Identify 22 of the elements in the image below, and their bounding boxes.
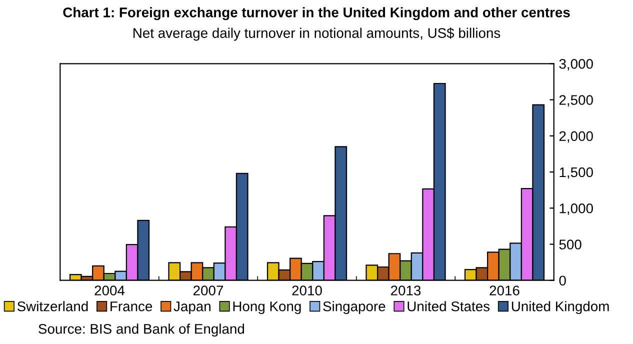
legend-label: Singapore <box>323 301 386 314</box>
legend-label: France <box>110 302 152 312</box>
x-tick-label: 2010 <box>292 286 322 296</box>
y-tick-label: 1,000 <box>560 203 593 215</box>
x-tick-label: 2016 <box>490 286 520 296</box>
source-note: Source: BIS and Bank of England <box>38 324 244 337</box>
y-tick-label: 2,500 <box>559 95 593 107</box>
y-tick-label: 3,000 <box>559 58 593 70</box>
legend-label: Switzerland <box>17 301 88 312</box>
y-tick-label: 0 <box>559 276 566 286</box>
chart-title: Chart 1: Foreign exchange turnover in the United Kingdom and other centres <box>63 7 570 20</box>
y-tick-label: 2,000 <box>559 131 593 143</box>
legend-label: Japan <box>174 302 210 314</box>
legend-label: United Kingdom <box>512 301 609 314</box>
legend-label: United States <box>408 301 490 312</box>
x-tick-label: 2004 <box>94 286 125 296</box>
y-tick-label: 1,500 <box>560 167 593 179</box>
y-tick-label: 500 <box>559 240 582 250</box>
x-tick-label: 2007 <box>194 286 224 296</box>
x-tick-label: 2013 <box>391 286 421 296</box>
legend-label: Hong Kong <box>233 302 301 314</box>
chart-subtitle: Net average daily turnover in notional amounts, US$ billions <box>134 28 500 41</box>
